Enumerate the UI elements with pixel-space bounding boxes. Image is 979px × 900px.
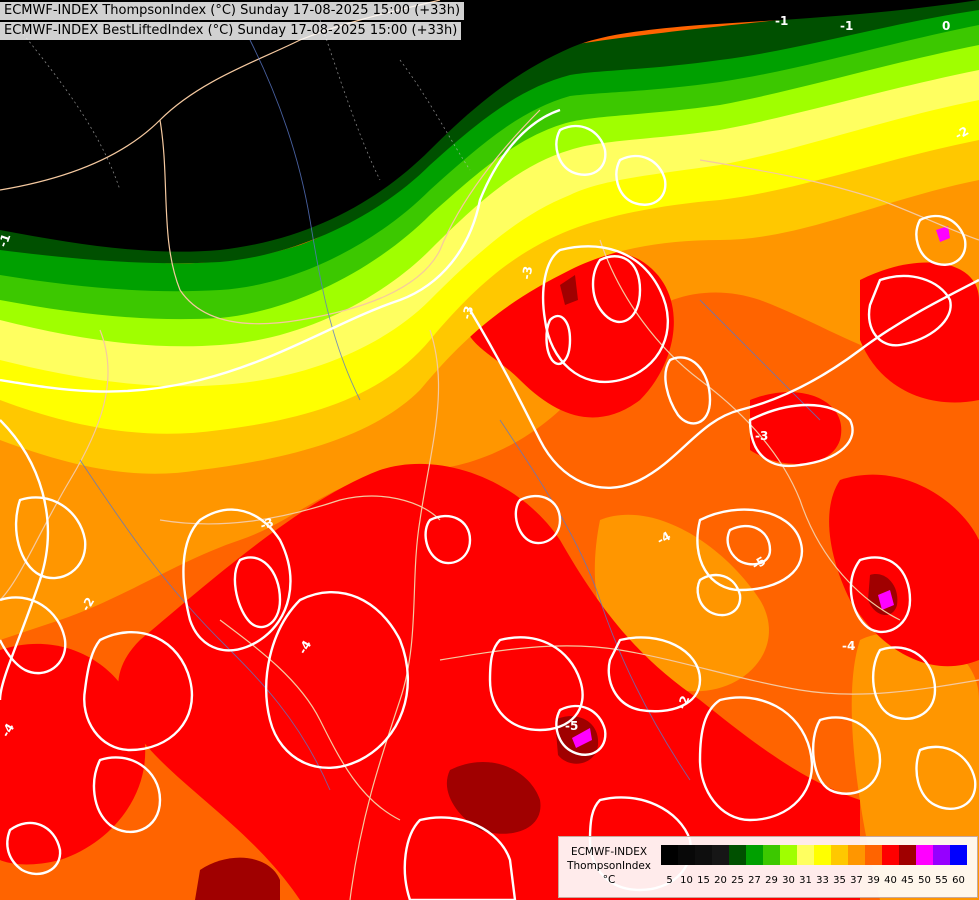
legend-swatch [712, 845, 729, 865]
contour-label: -3 [519, 265, 535, 281]
legend-title-line-2: ThompsonIndex [567, 860, 651, 872]
contour-label: -1 [0, 232, 13, 249]
legend-swatch [729, 845, 746, 865]
legend-swatch [831, 845, 848, 865]
legend-tick-label: 40 [884, 875, 897, 886]
legend-unit: °C [602, 874, 616, 886]
legend-swatch [695, 845, 712, 865]
legend-tick-label: 31 [799, 875, 812, 886]
contour-label: 0 [942, 19, 950, 33]
map-title-line-1: ECMWF-INDEX ThompsonIndex (°C) Sunday 17… [0, 2, 465, 20]
legend-swatch [848, 845, 865, 865]
legend-swatch [763, 845, 780, 865]
legend-tick-label: 35 [833, 875, 846, 886]
legend-swatch [933, 845, 950, 865]
legend-swatch [661, 845, 678, 865]
legend-tick-label: 20 [714, 875, 727, 886]
lifted-index-contours [0, 108, 979, 900]
contour-label: -5 [565, 719, 578, 733]
contour-label: -3 [459, 304, 476, 321]
legend-tick-label: 30 [782, 875, 795, 886]
legend-swatch [678, 845, 695, 865]
contour-label: -2 [78, 595, 97, 614]
contour-label: -1 [840, 19, 853, 33]
legend-tick-label: 37 [850, 875, 863, 886]
contour-label: -4 [0, 721, 17, 740]
contour-label: -2 [675, 694, 693, 711]
legend-tick-label: 5 [666, 875, 673, 886]
legend-tick-label: 27 [748, 875, 761, 886]
contour-label: -5 [750, 554, 769, 573]
contour-label: -2 [953, 124, 972, 143]
legend-title: ECMWF-INDEX ThompsonIndex °C [561, 845, 657, 887]
contour-label: -4 [655, 529, 674, 548]
legend-swatch [899, 845, 916, 865]
legend-swatch [916, 845, 933, 865]
legend-swatch [865, 845, 882, 865]
contour-label: -4 [842, 639, 855, 653]
legend-swatch [746, 845, 763, 865]
rivers [79, 39, 821, 791]
contour-label: -3 [755, 429, 768, 443]
legend-swatch [780, 845, 797, 865]
legend-swatch [882, 845, 899, 865]
legend-swatch [950, 845, 967, 865]
dotted-lines [19, 19, 471, 191]
field-magenta-spots [572, 226, 950, 748]
contour-labels: -3 -3 -3 -3 -4 -4 -4 -4 -5 -5 -2 -2 -2 -… [0, 14, 971, 740]
legend-tick-label: 29 [765, 875, 778, 886]
legend-tick-label: 50 [918, 875, 931, 886]
legend-tick-label: 45 [901, 875, 914, 886]
legend-tick-label: 55 [935, 875, 948, 886]
legend-swatch [814, 845, 831, 865]
legend-tick-label: 25 [731, 875, 744, 886]
legend-tick-label: 60 [952, 875, 965, 886]
map-title-line-2: ECMWF-INDEX BestLiftedIndex (°C) Sunday … [0, 22, 462, 40]
legend-tick-label: 39 [867, 875, 880, 886]
color-legend: ECMWF-INDEX ThompsonIndex °C 5 10 15 20 25 27… [558, 836, 978, 898]
legend-tick-label: 15 [697, 875, 710, 886]
legend-tick-label: 10 [680, 875, 693, 886]
contour-label: -1 [775, 14, 788, 28]
legend-tick-label: 33 [816, 875, 829, 886]
contour-label: -3 [258, 515, 275, 533]
contour-label: -4 [295, 638, 314, 657]
legend-swatch [797, 845, 814, 865]
field-dark-region [0, 0, 979, 252]
legend-title-line-1: ECMWF-INDEX [570, 846, 648, 858]
